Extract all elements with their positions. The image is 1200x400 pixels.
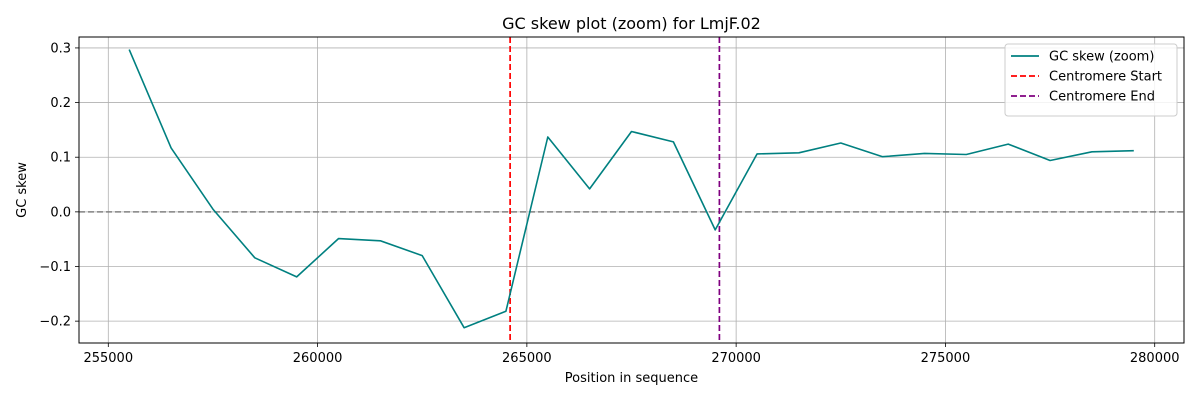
y-tick-label: 0.0 xyxy=(50,205,71,220)
x-tick-label: 255000 xyxy=(83,351,133,366)
x-tick-label: 260000 xyxy=(293,351,343,366)
legend-label: GC skew (zoom) xyxy=(1049,50,1154,65)
y-tick-label: 0.3 xyxy=(50,41,71,56)
y-tick-label: −0.2 xyxy=(39,315,71,330)
y-axis-ticks: −0.2 −0.1 0.0 0.1 0.2 0.3 xyxy=(39,41,79,330)
plot-frame xyxy=(78,36,1185,344)
x-tick-label: 265000 xyxy=(502,351,552,366)
x-tick-label: 275000 xyxy=(921,351,971,366)
series-layer xyxy=(128,49,1134,329)
legend: GC skew (zoom) Centromere Start Centromere… xyxy=(1004,43,1178,117)
legend-box xyxy=(1004,43,1178,117)
chart-title: GC skew plot (zoom) for LmjF.02 xyxy=(502,14,761,33)
y-tick-label: −0.1 xyxy=(39,260,71,275)
y-tick-label: 0.1 xyxy=(50,151,71,166)
x-axis-label: Position in sequence xyxy=(565,371,698,386)
legend-label: Centromere Start xyxy=(1049,70,1162,85)
x-axis-ticks: 255000 260000 265000 270000 275000 280000 xyxy=(83,343,1180,366)
x-tick-label: 270000 xyxy=(711,351,761,366)
legend-label: Centromere End xyxy=(1049,90,1155,105)
y-axis-label: GC skew xyxy=(15,162,30,218)
y-tick-label: 0.2 xyxy=(50,96,71,111)
series-line xyxy=(128,49,1134,329)
x-tick-label: 280000 xyxy=(1130,351,1180,366)
